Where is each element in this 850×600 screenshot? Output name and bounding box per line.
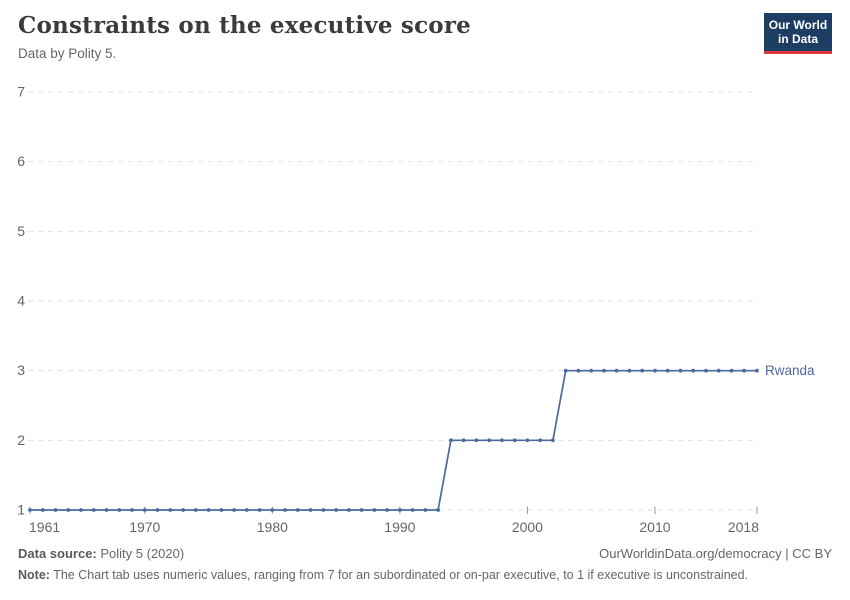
chart-note-value: The Chart tab uses numeric values, rangi…	[53, 568, 749, 582]
x-tick-label: 1990	[384, 519, 415, 535]
y-tick-label: 6	[17, 153, 25, 169]
data-point[interactable]	[117, 508, 122, 512]
chart-header: Constraints on the executive score Data …	[18, 12, 471, 61]
data-point[interactable]	[691, 368, 696, 373]
data-point[interactable]	[436, 508, 440, 512]
data-point[interactable]	[500, 438, 504, 443]
data-point[interactable]	[423, 508, 428, 512]
data-point[interactable]	[474, 438, 479, 443]
data-point[interactable]	[219, 508, 224, 512]
owid-logo-line2: in Data	[777, 32, 818, 47]
data-point[interactable]	[665, 368, 670, 373]
y-tick-label: 5	[17, 223, 25, 239]
data-point[interactable]	[79, 508, 83, 512]
data-point[interactable]	[449, 438, 453, 443]
data-point[interactable]	[193, 508, 198, 512]
chart-subtitle: Data by Polity 5.	[18, 46, 117, 61]
data-point[interactable]	[563, 368, 568, 373]
data-point[interactable]	[244, 508, 249, 512]
x-tick-label: 2010	[639, 519, 670, 535]
y-tick-label: 1	[17, 502, 25, 518]
data-point[interactable]	[538, 438, 543, 443]
data-point[interactable]	[155, 508, 160, 512]
x-tick-label: 1970	[129, 519, 160, 535]
data-point[interactable]	[742, 368, 747, 373]
owid-logo-line1: Our World	[768, 18, 828, 32]
data-point[interactable]	[168, 508, 173, 512]
chart-footer: Data source: Polity 5 (2020) OurWorldinD…	[18, 546, 832, 582]
y-tick-label: 7	[17, 84, 25, 100]
data-point[interactable]	[512, 438, 517, 443]
data-point[interactable]	[385, 508, 389, 512]
data-point[interactable]	[487, 438, 492, 443]
data-point[interactable]	[602, 368, 606, 373]
data-point[interactable]	[716, 368, 721, 373]
data-point[interactable]	[614, 368, 619, 373]
data-source: Data source: Polity 5 (2020)	[18, 546, 184, 561]
data-point[interactable]	[410, 508, 415, 512]
data-point[interactable]	[321, 508, 326, 512]
data-point[interactable]	[270, 508, 275, 512]
data-point[interactable]	[28, 508, 32, 512]
data-point[interactable]	[372, 508, 377, 512]
data-point[interactable]	[53, 508, 58, 512]
y-tick-label: 2	[17, 432, 25, 448]
data-point[interactable]	[398, 508, 402, 512]
data-source-label: Data source:	[18, 546, 97, 561]
data-point[interactable]	[653, 368, 657, 373]
data-point[interactable]	[359, 508, 364, 512]
entity-label: Rwanda	[765, 363, 815, 378]
data-point[interactable]	[704, 368, 708, 373]
data-point[interactable]	[308, 508, 313, 512]
data-line[interactable]	[30, 369, 757, 511]
x-tick-label: 2000	[512, 519, 543, 535]
data-point[interactable]	[551, 438, 555, 443]
data-point[interactable]	[40, 508, 45, 512]
attribution-link[interactable]: OurWorldinData.org/democracy | CC BY	[599, 546, 832, 561]
data-point[interactable]	[589, 368, 594, 373]
data-point[interactable]	[295, 508, 300, 512]
x-tick-label: 2018	[728, 519, 759, 535]
data-point[interactable]	[206, 508, 211, 512]
data-point[interactable]	[678, 368, 683, 373]
chart-title: Constraints on the executive score	[18, 12, 471, 39]
data-point[interactable]	[525, 438, 530, 443]
data-point[interactable]	[181, 508, 186, 512]
data-point[interactable]	[91, 508, 96, 512]
data-point[interactable]	[347, 508, 351, 512]
data-point[interactable]	[627, 368, 632, 373]
data-point[interactable]	[66, 508, 71, 512]
data-point[interactable]	[729, 368, 734, 373]
data-point[interactable]	[640, 368, 645, 373]
x-tick-label: 1980	[257, 519, 288, 535]
data-point[interactable]	[283, 508, 287, 512]
data-point[interactable]	[142, 508, 147, 512]
data-point[interactable]	[104, 508, 109, 512]
data-point[interactable]	[257, 508, 262, 512]
y-tick-label: 3	[17, 362, 25, 378]
data-point[interactable]	[461, 438, 466, 443]
chart-note-label: Note:	[18, 568, 50, 582]
data-source-value: Polity 5 (2020)	[100, 546, 185, 561]
x-tick-label: 1961	[29, 519, 60, 535]
data-point[interactable]	[334, 508, 338, 512]
data-point[interactable]	[755, 368, 759, 373]
data-point[interactable]	[232, 508, 237, 512]
chart-note: Note: The Chart tab uses numeric values,…	[18, 568, 832, 582]
owid-logo[interactable]: Our World in Data	[764, 13, 832, 54]
data-point[interactable]	[130, 508, 134, 512]
data-point[interactable]	[576, 368, 581, 373]
y-tick-label: 4	[17, 293, 25, 309]
